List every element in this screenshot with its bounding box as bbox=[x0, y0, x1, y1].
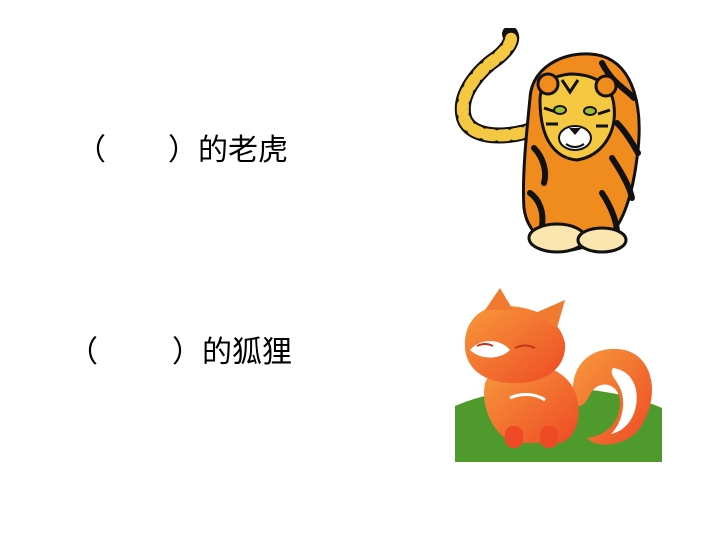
tiger-image bbox=[454, 28, 641, 254]
fox-phrase: 的狐狸 bbox=[202, 335, 292, 370]
fox-image bbox=[455, 288, 662, 462]
fox-question-row: （ ）的狐狸 bbox=[68, 338, 292, 368]
open-paren: （ bbox=[68, 335, 98, 370]
open-paren: （ bbox=[76, 133, 106, 168]
tiger-phrase: 的老虎 bbox=[198, 133, 288, 168]
close-paren: ） bbox=[172, 335, 202, 370]
tiger-question-row: （ ）的老虎 bbox=[76, 136, 288, 166]
close-paren: ） bbox=[168, 133, 198, 168]
